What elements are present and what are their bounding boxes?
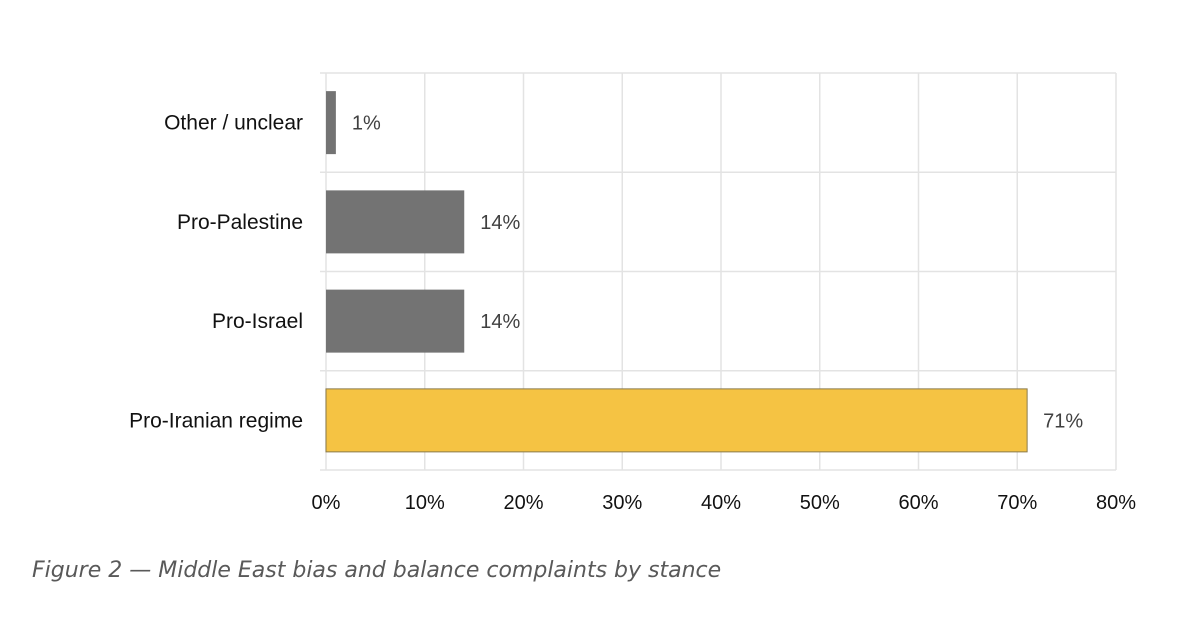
data-label: 71% [1043, 410, 1083, 432]
x-tick-label: 40% [701, 492, 741, 514]
x-axis-tick-labels: 0% 10% 20% 30% 40% 50% 60% 70% 80% [312, 492, 1137, 514]
x-tick-label: 50% [800, 492, 840, 514]
category-label: Other / unclear [164, 112, 303, 135]
figure-caption: Figure 2 — Middle East bias and balance … [32, 558, 722, 583]
data-label: 1% [352, 113, 381, 135]
x-tick-label: 10% [405, 492, 445, 514]
x-tick-label: 20% [503, 492, 543, 514]
data-label: 14% [480, 212, 520, 234]
x-tick-label: 0% [312, 492, 341, 514]
data-label: 14% [480, 311, 520, 333]
data-labels: 1% 14% 14% 71% [352, 113, 1083, 433]
bars [325, 91, 1028, 453]
category-label: Pro-Palestine [177, 211, 303, 234]
grid-lines [320, 72, 1117, 471]
category-label: Pro-Israel [212, 310, 303, 333]
bar-pro-israel [326, 289, 465, 353]
x-tick-label: 70% [997, 492, 1037, 514]
x-tick-label: 80% [1096, 492, 1136, 514]
x-tick-label: 30% [602, 492, 642, 514]
bar-other-unclear [326, 91, 336, 155]
bar-pro-palestine [326, 190, 465, 254]
bar-pro-iranian-regime [325, 388, 1028, 453]
x-tick-label: 60% [898, 492, 938, 514]
category-labels: Other / unclear Pro-Palestine Pro-Israel Pr… [129, 112, 303, 433]
category-label: Pro-Iranian regime [129, 409, 303, 432]
